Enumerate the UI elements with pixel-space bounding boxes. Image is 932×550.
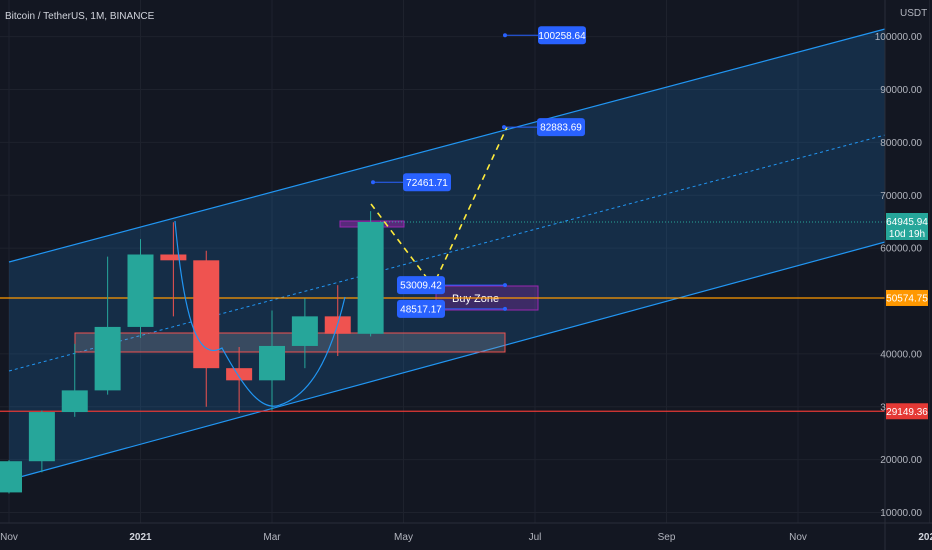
time-axis-tick-label: Nov [789, 532, 807, 543]
candle-body [226, 368, 253, 381]
last-price-tag [886, 213, 928, 241]
chart-title: Bitcoin / TetherUS, 1M, BINANCE [5, 11, 155, 22]
price-label-box [538, 26, 586, 45]
price-label-anchor-dot [502, 125, 506, 130]
level-price-tag [886, 403, 928, 420]
time-axis-tick-label: Sep [658, 532, 676, 543]
price-axis-tick-label: 100000.00 [875, 32, 923, 43]
price-label-box [397, 299, 445, 318]
time-axis-tick-label: Nov [0, 532, 18, 543]
time-axis-tick-label: Jul [529, 532, 542, 543]
price-axis-tick-label: 70000.00 [880, 191, 922, 202]
price-label-anchor-dot [503, 33, 507, 38]
candle-body [193, 260, 220, 369]
countdown-label: 10d 19h [889, 229, 925, 240]
price-label-box [403, 173, 451, 192]
candle-body [160, 254, 187, 261]
candle-body [61, 390, 88, 413]
support-zone-box [74, 332, 506, 353]
candle-body [357, 222, 384, 334]
curve-sketch-line [174, 220, 346, 407]
candle-body [127, 254, 154, 327]
currency-label: USDT [900, 8, 927, 19]
buy-zone-label: Buy Zone [452, 293, 499, 305]
price-label-anchor-dot [503, 306, 507, 311]
level-price-tag [886, 289, 928, 306]
price-label-text: 72461.71 [406, 178, 448, 189]
time-axis-tick-label: Mar [263, 532, 281, 543]
last-price-label: 64945.94 [886, 217, 928, 228]
price-axis[interactable]: 100000.00 90000.00 80000.00 70000.00 60000.0… [875, 0, 929, 550]
time-axis-tick-label: May [394, 532, 413, 543]
price-axis-tick-label: 60000.00 [880, 244, 922, 255]
candle-body [291, 316, 318, 346]
price-axis-tick-label: 10000.00 [880, 508, 922, 519]
price-label-text: 100258.64 [538, 31, 586, 42]
price-label-anchor-dot [503, 283, 507, 288]
price-label-text: 82883.69 [540, 123, 582, 134]
candle-body [259, 345, 285, 381]
candle-body [0, 461, 22, 493]
price-axis-tick-label: 40000.00 [880, 349, 922, 360]
price-label-anchor-dot [371, 180, 375, 185]
channel-median-line [8, 134, 886, 372]
price-label-text: 48517.17 [400, 304, 442, 315]
candle-body [28, 412, 55, 462]
time-axis-tick-label: 2022 [918, 532, 932, 543]
channel-lower-line [8, 241, 886, 481]
time-axis[interactable]: Nov2021MarMayJulSepNov2022MarMayJulSepNo… [0, 522, 932, 543]
price-label-box [397, 276, 445, 295]
level-price-label: 50574.75 [886, 293, 928, 304]
channel-upper-line [8, 28, 886, 263]
price-axis-tick-label: 20000.00 [880, 455, 922, 466]
price-label-text: 53009.42 [400, 281, 442, 292]
level-price-label: 29149.36 [886, 407, 928, 418]
drawings-layer: 100258.64 82883.69 72461.71 53009.42 48517.1… [174, 26, 586, 407]
price-axis-tick-label: 90000.00 [880, 85, 922, 96]
candle-body [94, 326, 121, 391]
time-axis-tick-label: 2021 [129, 532, 152, 543]
price-axis-tick-label: 80000.00 [880, 138, 922, 149]
price-label-box [537, 118, 585, 137]
